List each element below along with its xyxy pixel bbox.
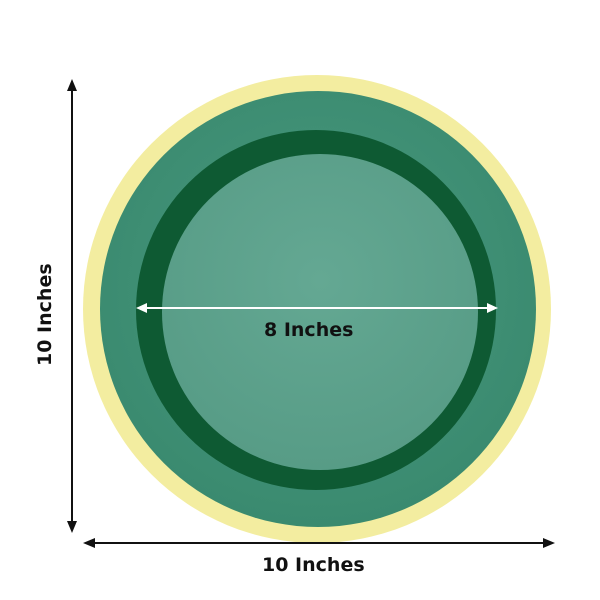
width-label: 10 Inches [262,554,365,576]
width-arrow [83,538,555,548]
inner-diameter-label: 8 Inches [264,319,354,341]
inner-plate [162,154,478,470]
height-label: 10 Inches [34,263,56,366]
height-arrow [67,79,77,533]
inner-diameter-arrow [136,303,498,313]
